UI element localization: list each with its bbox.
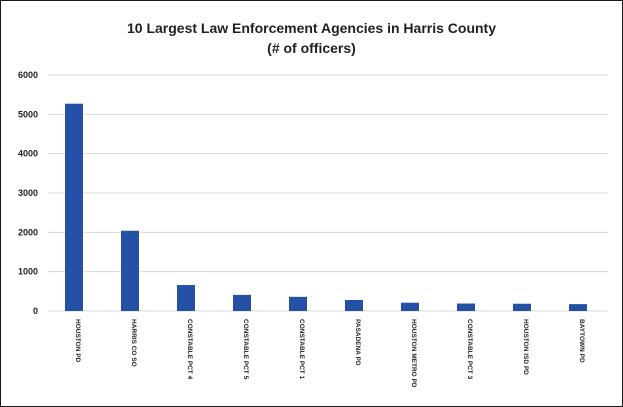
x-category-label: CONSTABLE PCT 3 (466, 319, 473, 380)
y-tick-label: 2000 (18, 227, 38, 237)
y-axis-ticks: 0 1000 2000 3000 4000 5000 6000 (18, 70, 38, 316)
bar (457, 303, 475, 311)
chart-subtitle: (# of officers) (267, 40, 356, 56)
bar (513, 303, 531, 311)
bar (569, 304, 587, 311)
y-tick-label: 6000 (18, 70, 38, 80)
x-axis-categories: HOUSTON PD HARRIS CO SO CONSTABLE PCT 4 CON… (74, 319, 585, 388)
y-tick-label: 1000 (18, 267, 38, 277)
chart-title: 10 Largest Law Enforcement Agencies in H… (126, 20, 497, 36)
bar (401, 302, 419, 311)
y-tick-label: 5000 (18, 109, 38, 119)
bar (65, 103, 83, 311)
y-tick-label: 0 (33, 306, 38, 316)
bar (289, 296, 307, 311)
x-category-label: PASADENA PD (354, 319, 361, 366)
x-category-label: HOUSTON METRO PD (410, 319, 417, 388)
bar (233, 294, 251, 311)
bar (177, 285, 195, 311)
x-category-label: HOUSTON PD (74, 319, 81, 363)
bar (345, 299, 363, 311)
y-tick-label: 3000 (18, 188, 38, 198)
bar (121, 230, 139, 311)
x-category-label: HARRIS CO SO (130, 319, 137, 367)
x-category-label: BAYTOWN PD (578, 319, 585, 363)
bars (65, 103, 587, 311)
y-tick-label: 4000 (18, 149, 38, 159)
x-category-label: HOUSTON ISD PD (522, 319, 529, 375)
x-category-label: CONSTABLE PCT 1 (298, 319, 305, 380)
x-category-label: CONSTABLE PCT 4 (186, 319, 193, 380)
x-category-label: CONSTABLE PCT 5 (242, 319, 249, 380)
